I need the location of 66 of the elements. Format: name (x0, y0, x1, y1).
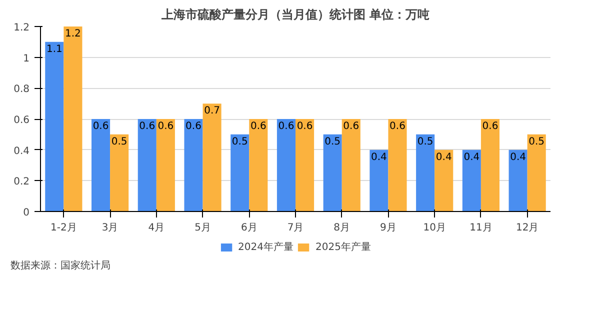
bar (230, 134, 250, 212)
data-label: 0.7 (204, 106, 220, 117)
y-tick-label: 0.8 (14, 84, 30, 96)
bar (342, 119, 360, 212)
bar (92, 119, 110, 212)
data-label: 0.6 (139, 121, 156, 132)
x-tick-label: 1-2月 (50, 222, 77, 234)
bar (416, 134, 435, 212)
bar (184, 119, 203, 212)
data-label: 0.4 (371, 152, 387, 163)
y-tick-label: 0.6 (14, 115, 30, 126)
data-label: 0.5 (232, 136, 248, 148)
x-tick-label: 3月 (102, 222, 118, 234)
bar (45, 42, 64, 212)
bar (480, 119, 500, 212)
bar (388, 119, 407, 212)
bar (138, 119, 156, 212)
data-label: 0.6 (278, 121, 294, 132)
chart-title: 上海市硫酸产量分月（当月值）统计图 单位：万吨 (160, 8, 430, 22)
bar (508, 150, 528, 212)
x-tick-label: 7月 (287, 222, 304, 234)
source-note: 数据来源：国家统计局 (10, 260, 110, 272)
data-label: 0.6 (92, 121, 109, 132)
bar (276, 119, 296, 212)
bar (370, 150, 388, 212)
x-tick-label: 10月 (423, 222, 446, 234)
x-tick-label: 9月 (380, 222, 396, 234)
data-label: 0.6 (343, 121, 360, 132)
bar (156, 119, 175, 212)
bar (110, 134, 129, 212)
data-label: 0.6 (296, 121, 313, 132)
data-label: 0.4 (464, 152, 480, 163)
legend-label: 2024年产量 (238, 240, 294, 254)
data-label: 0.5 (324, 136, 341, 148)
data-label: 1.2 (65, 28, 81, 40)
data-label: 0.6 (158, 121, 174, 132)
x-tick-label: 4月 (148, 222, 165, 234)
bar (434, 150, 454, 212)
bar (64, 26, 82, 212)
bar (202, 104, 222, 212)
y-tick-label: 0.2 (14, 176, 30, 188)
y-tick-label: 1.2 (14, 22, 30, 34)
data-label: 0.6 (482, 121, 498, 132)
legend-label: 2025年产量 (316, 240, 371, 254)
y-tick-label: 0 (23, 208, 30, 218)
data-label: 0.6 (250, 121, 266, 132)
bar (462, 150, 481, 212)
x-tick-label: 5月 (194, 222, 211, 234)
bar (249, 119, 268, 212)
data-label: 0.4 (436, 152, 452, 163)
x-tick-label: 6月 (240, 222, 258, 234)
data-label: 0.6 (390, 121, 406, 132)
x-tick-label: 12月 (516, 222, 539, 234)
y-tick-label: 0.4 (14, 146, 30, 157)
data-label: 0.5 (417, 136, 434, 148)
bar (323, 134, 342, 212)
data-label: 1.1 (46, 44, 62, 55)
x-tick-label: 11月 (470, 222, 492, 234)
y-tick-label: 1 (23, 53, 30, 64)
bar (296, 119, 314, 212)
data-label: 0.5 (528, 136, 545, 148)
data-label: 0.5 (111, 136, 128, 148)
x-tick-label: 8月 (334, 222, 350, 234)
data-label: 0.6 (186, 121, 202, 132)
bar (527, 134, 546, 212)
data-label: 0.4 (510, 152, 526, 163)
